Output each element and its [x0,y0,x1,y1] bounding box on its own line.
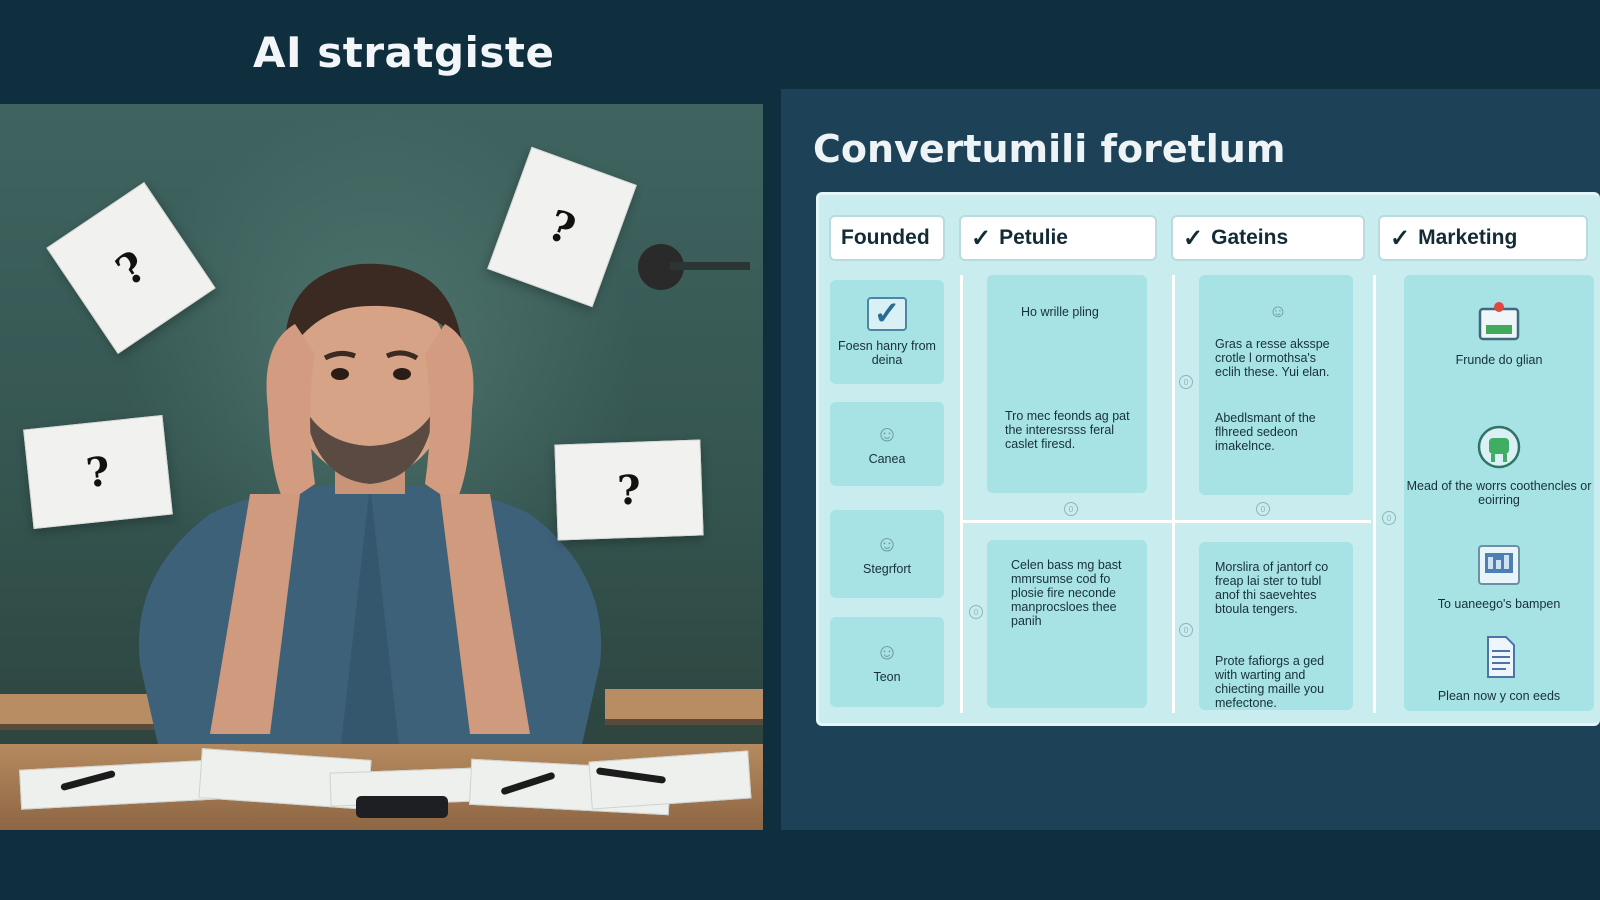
column-label: Petulie [999,226,1068,249]
board-title: Convertumili foretlum [813,127,1286,171]
card-text: Teon [873,670,901,685]
stressed-person-photo: ? ? ? ? [0,104,763,830]
marketing-item[interactable]: Mead of the worrs coothencles or eoirrin… [1404,425,1594,508]
check-box-icon: ✓ [867,295,907,331]
person-icon: ☺ [875,530,899,556]
board-panel: Convertumili foretlum Founded ✓ Petulie … [781,89,1600,830]
circle-mark-icon: 0 [1382,511,1396,525]
slide-title: AI stratgiste [253,28,555,77]
circle-mark-icon: 0 [1179,375,1193,389]
founded-card[interactable]: ☺ Stegrfort [830,510,944,598]
shelf-left [0,694,160,724]
kanban-board: Founded ✓ Petulie ✓ Gateins ✓ Marketing … [816,192,1600,726]
circle-mark-icon: 0 [969,605,983,619]
card-text: Stegrfort [863,562,911,577]
column-header-gateins[interactable]: ✓ Gateins [1171,215,1365,261]
marketing-item-text: Frunde do glian [1455,353,1543,367]
card-text: Ho wrille pling [1021,305,1099,319]
gateins-card[interactable]: Morslira of jantorf co freap lai ster to… [1199,542,1353,710]
marketing-item[interactable]: To uaneego's bampen [1404,543,1594,611]
check-icon: ✓ [1183,224,1204,252]
marketing-item-text: To uaneego's bampen [1437,597,1561,611]
circle-mark-icon: 0 [1179,623,1193,637]
card-text: Foesn hanry from deina [838,339,936,367]
column-label: Marketing [1418,226,1518,249]
marketing-item[interactable]: Frunde do glian [1404,299,1594,367]
robot-icon [1477,425,1521,469]
document-icon [1487,636,1515,678]
marketing-column-panel: Frunde do glian Mead of the worrs coothe… [1404,275,1594,711]
founded-card[interactable]: ☺ Canea [830,402,944,486]
column-header-founded[interactable]: Founded [829,215,945,261]
dashboard-icon [1478,302,1520,341]
column-header-petulie[interactable]: ✓ Petulie [959,215,1157,261]
phone [356,796,448,818]
person-illustration [138,263,602,754]
person-icon: ☺ [875,638,899,664]
question-paper: ? [554,439,704,541]
marketing-item-text: Mead of the worrs coothencles or eoirrin… [1406,479,1592,508]
check-icon: ✓ [1390,224,1411,252]
founded-card[interactable]: ✓ Foesn hanry from deina [830,280,944,384]
card-text: Prote fafiorgs a ged with warting and ch… [1215,654,1325,710]
petulie-card[interactable]: Ho wrille pling Tro mec feonds ag pat th… [987,275,1147,493]
check-icon: ✓ [971,224,992,252]
card-text: Gras a resse aksspe crotle l ormothsa's … [1215,337,1330,380]
marketing-item[interactable]: Plean now y con eeds [1404,635,1594,703]
circle-mark-icon: 0 [1256,502,1270,516]
column-label: Founded [841,226,930,249]
column-header-marketing[interactable]: ✓ Marketing [1378,215,1588,261]
gateins-card[interactable]: ☺ Gras a resse aksspe crotle l ormothsa'… [1199,275,1353,495]
card-text: Morslira of jantorf co freap lai ster to… [1215,560,1329,616]
petulie-card[interactable]: Celen bass mg bast mmrsumse cod fo plosi… [987,540,1147,708]
marketing-item-text: Plean now y con eeds [1437,689,1561,703]
founded-card[interactable]: ☺ Teon [830,617,944,707]
person-icon: ☺ [875,420,899,446]
shelf-right [605,689,763,719]
card-text: Abedlsmant of the flhreed sedeon imakeln… [1215,411,1316,454]
card-text: Canea [868,452,906,467]
circle-mark-icon: 0 [1064,502,1078,516]
column-label: Gateins [1211,226,1289,249]
chart-window-icon [1478,545,1520,585]
card-text: Tro mec feonds ag pat the interesrsss fe… [1005,409,1130,451]
question-paper: ? [23,414,173,530]
user-icon: ☺ [1268,301,1288,321]
card-text: Celen bass mg bast mmrsumse cod fo plosi… [1011,558,1122,628]
